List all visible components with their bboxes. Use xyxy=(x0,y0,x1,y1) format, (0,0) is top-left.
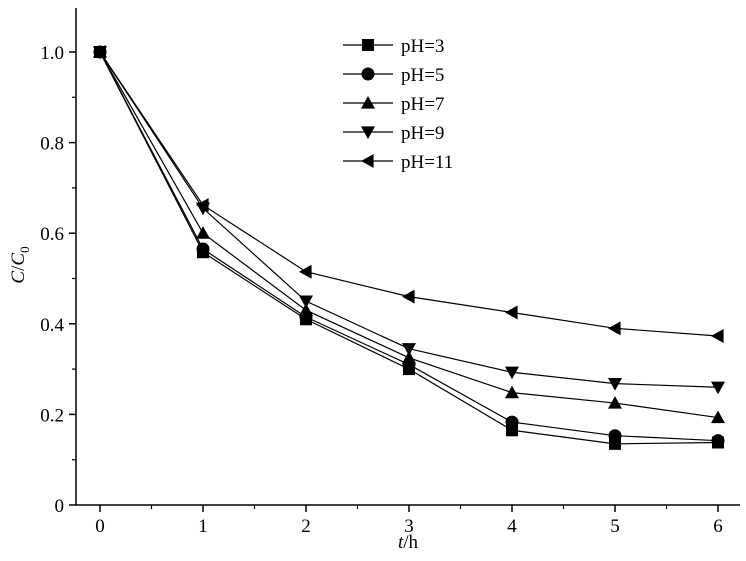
axes: 0 1 2 3 4 5 6 0 0.2 0.4 0.6 0.8 1.0 xyxy=(40,8,740,537)
x-tick-label: 0 xyxy=(95,516,105,537)
legend-label: pH=5 xyxy=(401,65,444,86)
marker-triangle-left xyxy=(402,289,415,304)
legend: pH=3 pH=5 pH=7 pH=9 pH=11 xyxy=(343,36,453,173)
marker-triangle-left xyxy=(361,154,374,168)
marker-triangle-down xyxy=(299,295,313,309)
series-group xyxy=(93,45,725,450)
x-tick-label: 2 xyxy=(301,516,311,537)
marker-triangle-down xyxy=(608,377,622,391)
x-tick-label: 3 xyxy=(404,516,414,537)
marker-triangle-left xyxy=(711,329,724,344)
marker-triangle-down xyxy=(711,381,725,395)
marker-triangle-up xyxy=(711,410,725,424)
y-tick-label: 0.8 xyxy=(40,134,64,155)
marker-triangle-up xyxy=(299,303,313,316)
marker-circle xyxy=(505,415,519,429)
legend-item: pH=9 xyxy=(343,123,444,144)
y-tick-label: 1.0 xyxy=(40,43,64,64)
marker-triangle-up xyxy=(505,385,519,399)
marker-square xyxy=(362,39,374,51)
marker-triangle-up xyxy=(608,396,622,409)
marker-triangle-down xyxy=(361,126,375,139)
marker-circle xyxy=(361,67,375,81)
x-axis-label: t/h xyxy=(398,532,419,553)
marker-circle xyxy=(711,434,725,448)
marker-triangle-left xyxy=(299,264,312,279)
marker-triangle-left xyxy=(505,305,518,320)
marker-circle xyxy=(196,242,210,256)
x-tick-label: 4 xyxy=(507,516,517,537)
legend-label: pH=9 xyxy=(401,123,444,144)
legend-item: pH=11 xyxy=(343,152,453,173)
y-tick-label: 0.6 xyxy=(40,224,64,245)
series-ph-11 xyxy=(93,45,724,344)
marker-triangle-left xyxy=(196,198,209,213)
legend-item: pH=3 xyxy=(343,36,444,57)
marker-triangle-left xyxy=(93,45,106,59)
legend-label: pH=7 xyxy=(401,94,444,115)
legend-item: pH=5 xyxy=(343,65,444,86)
marker-triangle-down xyxy=(505,366,519,380)
legend-label: pH=3 xyxy=(401,36,444,57)
marker-triangle-down xyxy=(402,343,416,356)
y-tick-label: 0.4 xyxy=(40,315,64,336)
legend-label: pH=11 xyxy=(401,152,453,173)
y-tick-label: 0 xyxy=(55,496,65,517)
marker-triangle-up xyxy=(361,96,375,109)
y-axis-label: C/C0 xyxy=(8,246,32,283)
legend-item: pH=7 xyxy=(343,94,444,115)
marker-triangle-up xyxy=(196,226,210,239)
marker-triangle-up xyxy=(402,350,416,364)
x-tick-label: 5 xyxy=(610,516,620,537)
x-tick-label: 6 xyxy=(713,516,723,537)
x-tick-label: 1 xyxy=(198,516,208,537)
marker-circle xyxy=(608,429,622,443)
y-tick-label: 0.2 xyxy=(40,405,64,426)
marker-triangle-left xyxy=(608,321,621,336)
